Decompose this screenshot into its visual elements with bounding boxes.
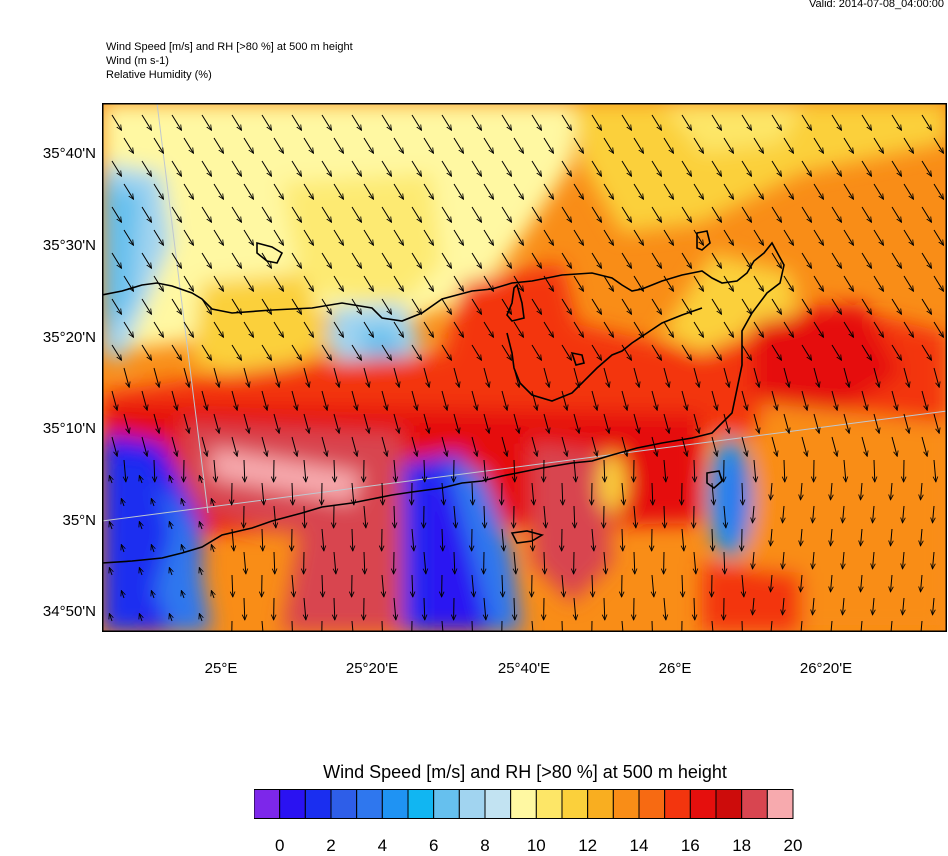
colorbar-tick-label: 16 (681, 836, 700, 856)
colorbar-swatch (639, 790, 665, 819)
colorbar (254, 789, 794, 819)
colorbar-swatch (613, 790, 639, 819)
colorbar-swatch (742, 790, 768, 819)
colorbar-swatch (459, 790, 485, 819)
header-line-title: Wind Speed [m/s] and RH [>80 %] at 500 m… (106, 40, 353, 54)
lat-label-35-20: 35°20'N (43, 329, 96, 346)
colorbar-tick-label: 4 (378, 836, 387, 856)
lon-label-26: 26°E (659, 660, 692, 677)
colorbar-swatch (280, 790, 306, 819)
colorbar-title: Wind Speed [m/s] and RH [>80 %] at 500 m… (0, 762, 948, 783)
colorbar-swatch (382, 790, 408, 819)
lat-label-34-50: 34°50'N (43, 603, 96, 620)
colorbar-swatch (536, 790, 562, 819)
colorbar-swatch (485, 790, 511, 819)
lon-label-25-20: 25°20'E (346, 660, 398, 677)
colorbar-tick-label: 12 (578, 836, 597, 856)
colorbar-tick-label: 6 (429, 836, 438, 856)
header-line-wind: Wind (m s-1) (106, 54, 353, 68)
valid-time-label: Valid: 2014-07-08_04:00:00 (809, 0, 944, 10)
lon-label-26-20: 26°20'E (800, 660, 852, 677)
colorbar-swatch (562, 790, 588, 819)
colorbar-swatch (434, 790, 460, 819)
plot-header: Wind Speed [m/s] and RH [>80 %] at 500 m… (106, 40, 353, 82)
lat-label-35: 35°N (62, 512, 96, 529)
lon-label-25: 25°E (205, 660, 238, 677)
colorbar-swatch (767, 790, 793, 819)
colorbar-swatch (254, 790, 280, 819)
colorbar-swatch (665, 790, 691, 819)
colorbar-tick-label: 10 (527, 836, 546, 856)
lon-label-25-40: 25°40'E (498, 660, 550, 677)
colorbar-tick-label: 18 (732, 836, 751, 856)
colorbar-tick-label: 8 (480, 836, 489, 856)
map-panel (102, 103, 947, 632)
map-canvas (102, 103, 947, 632)
colorbar-swatch (690, 790, 716, 819)
lat-label-35-30: 35°30'N (43, 237, 96, 254)
header-line-rh: Relative Humidity (%) (106, 68, 353, 82)
colorbar-swatch (357, 790, 383, 819)
colorbar-swatch (331, 790, 357, 819)
lat-label-35-40: 35°40'N (43, 145, 96, 162)
colorbar-swatch (408, 790, 434, 819)
colorbar-swatch (588, 790, 614, 819)
colorbar-tick-label: 20 (784, 836, 803, 856)
colorbar-swatch (511, 790, 537, 819)
colorbar-tick-label: 2 (326, 836, 335, 856)
colorbar-swatch (305, 790, 331, 819)
colorbar-tick-label: 14 (630, 836, 649, 856)
colorbar-swatch (716, 790, 742, 819)
colorbar-tick-label: 0 (275, 836, 284, 856)
lat-label-35-10: 35°10'N (43, 420, 96, 437)
